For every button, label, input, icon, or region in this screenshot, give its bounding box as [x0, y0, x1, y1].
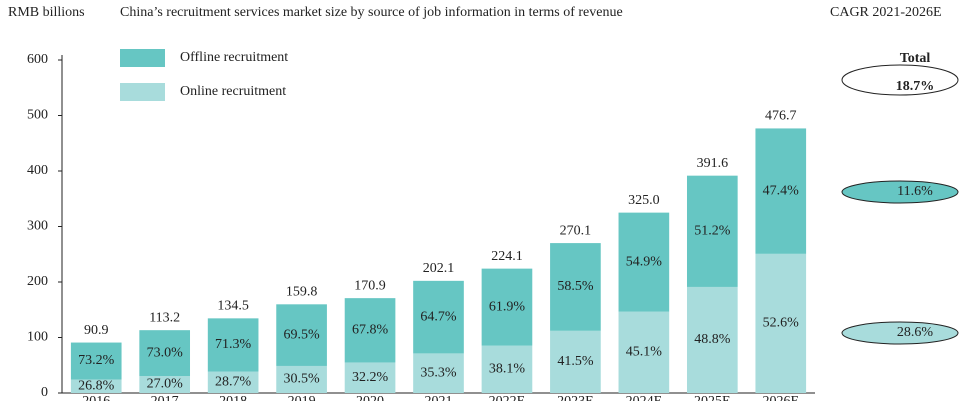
bar-segment [755, 253, 807, 393]
segment-label: 27.0% [147, 377, 184, 392]
bar-segment [481, 268, 533, 346]
segment-label: 54.9% [626, 254, 663, 269]
x-tick-label: 2020 [356, 394, 384, 401]
segment-label: 26.8% [78, 378, 115, 393]
segment-label: 73.0% [147, 345, 184, 360]
x-tick-label: 2016 [82, 394, 110, 401]
y-tick-label: 600 [27, 52, 48, 67]
x-tick-label: 2018 [219, 394, 247, 401]
cagr-value: 11.6% [897, 184, 933, 199]
x-tick-label: 2021 [425, 394, 453, 401]
cagr-name: Total [900, 51, 931, 66]
y-tick-label: 100 [27, 330, 48, 345]
bar-segment [481, 345, 533, 393]
segment-label: 51.2% [694, 224, 731, 239]
bar-segment [413, 353, 464, 393]
segment-label: 71.3% [215, 337, 252, 352]
y-tick-label: 400 [27, 163, 48, 178]
segment-label: 67.8% [352, 323, 389, 338]
total-label: 202.1 [423, 261, 455, 276]
bar-segment [139, 376, 191, 393]
cagr-title: CAGR 2021-2026E [830, 5, 942, 20]
total-label: 325.0 [628, 193, 660, 208]
total-label: 134.5 [217, 299, 249, 314]
total-label: 391.6 [697, 156, 729, 171]
chart-title: China’s recruitment services market size… [120, 5, 623, 20]
segment-label: 52.6% [763, 316, 800, 331]
segment-label: 64.7% [420, 309, 457, 324]
bar-segment [686, 175, 738, 287]
bar-segment [207, 318, 259, 372]
bar-segment [550, 243, 601, 331]
unit-label: RMB billions [8, 5, 85, 20]
legend-swatch [120, 83, 165, 101]
segment-label: 69.5% [284, 327, 321, 342]
total-label: 170.9 [354, 278, 386, 293]
segment-label: 28.7% [215, 375, 252, 390]
x-tick-label: 2019 [288, 394, 316, 401]
segment-label: 58.5% [557, 279, 594, 294]
segment-label: 45.1% [626, 345, 663, 360]
bar-segment [618, 212, 670, 312]
y-tick-label: 300 [27, 219, 48, 234]
total-label: 224.1 [491, 249, 523, 264]
total-label: 113.2 [149, 310, 180, 325]
cagr-ellipse [841, 64, 959, 96]
x-tick-label: 2023E [557, 394, 594, 401]
bar-segment [139, 330, 191, 377]
bar-segment [70, 342, 122, 380]
x-tick-label: 2026E [762, 394, 799, 401]
total-label: 159.8 [286, 285, 318, 300]
y-tick-label: 500 [27, 108, 48, 123]
segment-label: 35.3% [420, 365, 457, 380]
cagr-ellipse [841, 321, 959, 345]
segment-label: 30.5% [284, 372, 321, 387]
total-label: 270.1 [560, 223, 592, 238]
y-tick-label: 200 [27, 274, 48, 289]
bar-segment [618, 311, 670, 393]
bar-segment [686, 286, 738, 393]
bar-segment [755, 128, 807, 254]
bar-segment [344, 298, 396, 363]
total-label: 476.7 [765, 109, 797, 124]
x-tick-label: 2022E [489, 394, 526, 401]
segment-label: 48.8% [694, 332, 731, 347]
cagr-ellipse [841, 180, 959, 204]
y-tick-label: 0 [41, 385, 48, 400]
segment-label: 38.1% [489, 362, 526, 377]
legend-label: Online recruitment [180, 84, 286, 99]
bar-segment [344, 362, 396, 393]
segment-label: 61.9% [489, 299, 526, 314]
cagr-value: 28.6% [897, 325, 934, 340]
total-label: 90.9 [84, 323, 109, 338]
bar-segment [550, 330, 601, 393]
legend-swatch [120, 49, 165, 67]
x-tick-label: 2024E [626, 394, 663, 401]
cagr-value: 18.7% [896, 79, 935, 94]
segment-label: 41.5% [557, 354, 594, 369]
bar-segment [276, 304, 327, 366]
x-tick-label: 2017 [151, 394, 179, 401]
segment-label: 32.2% [352, 370, 389, 385]
segment-label: 47.4% [763, 183, 800, 198]
legend-label: Offline recruitment [180, 50, 288, 65]
bar-segment [276, 365, 327, 393]
bar-segment [70, 379, 122, 393]
x-tick-label: 2025E [694, 394, 731, 401]
bar-segment [413, 280, 464, 354]
bar-segment [207, 371, 259, 393]
segment-label: 73.2% [78, 353, 115, 368]
